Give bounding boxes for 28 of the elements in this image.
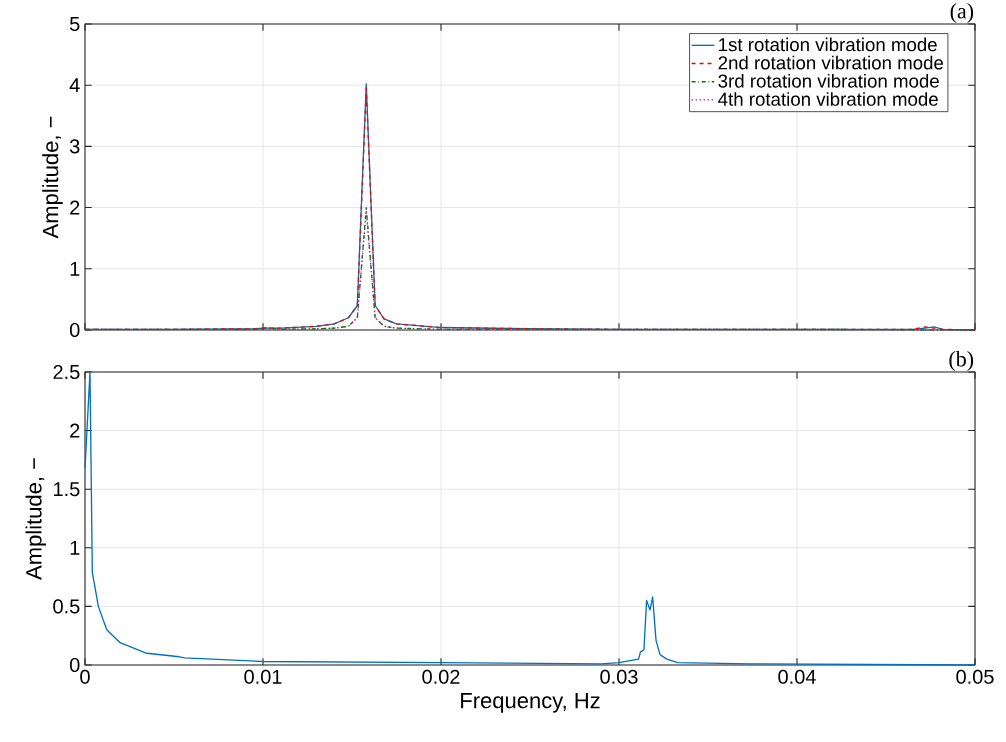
x-tick-label: 0 (80, 669, 90, 684)
x-tick-label: 0.03 (600, 669, 638, 684)
y-tick-label: 1 (70, 261, 80, 276)
x-tick-label: 0.02 (422, 669, 460, 684)
text: (a) (950, 3, 974, 24)
line-series (84, 371, 976, 666)
legend-label: 3rd rotation vibration mode (718, 73, 939, 88)
y-tick-label: 1.5 (54, 482, 80, 497)
legend-label: 4th rotation vibration mode (718, 92, 938, 106)
y-tick-label: 2.5 (53, 364, 80, 380)
y-axis-title: Amplitude, − (42, 116, 63, 239)
y-tick-label: 0.5 (53, 599, 80, 614)
x-tick-label: 0.01 (244, 669, 282, 684)
x-axis-title: Frequency, Hz (461, 693, 600, 713)
y-axis-title: Amplitude, − (25, 458, 46, 580)
y-tick-label: 1 (70, 540, 80, 555)
y-tick-label: 4 (69, 78, 80, 93)
legend-label: 2nd rotation vibration mode (718, 55, 944, 70)
legend-label: 1st rotation vibration mode (719, 37, 937, 52)
text: (b) (949, 351, 974, 372)
y-tick-label: 0 (69, 322, 80, 338)
x-tick-label: 0.04 (778, 669, 816, 684)
y-tick-label: 2 (70, 200, 80, 215)
y-tick-label: 5 (69, 17, 80, 31)
y-tick-label: 3 (69, 139, 80, 154)
y-tick-label: 0 (69, 657, 80, 673)
x-tick-label: 0.05 (956, 669, 994, 684)
y-tick-label: 2 (70, 423, 80, 438)
